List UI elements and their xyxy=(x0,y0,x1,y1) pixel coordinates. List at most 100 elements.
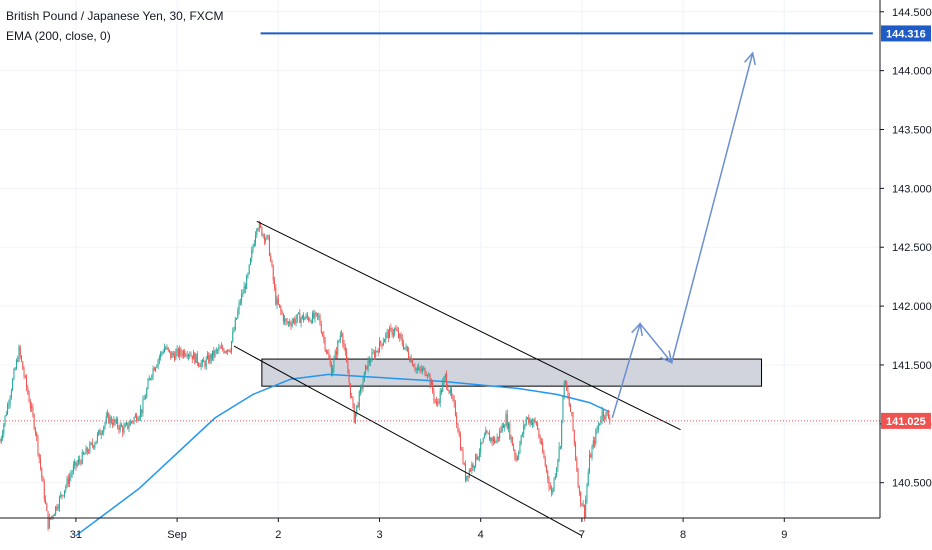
candle-body xyxy=(296,313,298,320)
candle-body xyxy=(499,430,501,439)
candle-body xyxy=(382,342,384,346)
candle-body xyxy=(558,446,560,460)
candle-body xyxy=(129,421,131,426)
candle-body xyxy=(601,410,603,420)
candle-body xyxy=(155,367,157,371)
candle-body xyxy=(139,409,141,417)
candle-body xyxy=(406,346,408,352)
candle-body xyxy=(582,504,584,506)
projection-arrow xyxy=(611,52,754,419)
candle-body xyxy=(13,369,15,380)
candle-body xyxy=(344,347,346,352)
candle-body xyxy=(575,443,577,459)
candle-body xyxy=(177,348,179,357)
candle-body xyxy=(602,410,604,417)
candle-body xyxy=(306,315,308,318)
candle-body xyxy=(435,401,437,404)
candle-body xyxy=(252,246,254,251)
candle-body xyxy=(32,406,34,415)
price-tick-label: 143.000 xyxy=(892,183,932,195)
candle-body xyxy=(76,463,78,467)
candle-body xyxy=(166,347,168,349)
candle-body xyxy=(96,434,98,441)
candle-body xyxy=(301,315,303,319)
candle-body xyxy=(381,343,383,346)
candle-body xyxy=(0,441,1,443)
candle-body xyxy=(394,328,396,333)
candle-body xyxy=(396,330,398,332)
candle-body xyxy=(539,436,541,443)
candle-body xyxy=(318,315,320,317)
candle-body xyxy=(607,413,609,419)
candle-body xyxy=(496,436,498,442)
candle-body xyxy=(2,433,4,439)
candle-body xyxy=(358,391,360,407)
candle-body xyxy=(566,381,568,391)
candle-body xyxy=(189,354,191,356)
candle-body xyxy=(80,461,82,464)
candle-body xyxy=(485,430,487,436)
candle-body xyxy=(314,312,316,319)
candle-body xyxy=(37,436,39,454)
candle-body xyxy=(127,422,129,429)
candle-body xyxy=(71,472,73,475)
candle-body xyxy=(463,463,465,465)
candle-body xyxy=(220,346,222,349)
candle-body xyxy=(24,376,26,378)
candle-body xyxy=(334,351,336,359)
drawings xyxy=(0,32,880,537)
candle-body xyxy=(513,445,515,451)
candle-body xyxy=(124,424,126,428)
candle-body xyxy=(75,461,77,467)
candle-body xyxy=(47,510,49,529)
candle-body xyxy=(163,347,165,353)
candle-body xyxy=(147,380,149,389)
candle-body xyxy=(540,442,542,444)
candle-body xyxy=(468,469,470,478)
candle-body xyxy=(486,430,488,433)
candle-body xyxy=(457,424,459,433)
candle-body xyxy=(22,361,24,370)
candle-body xyxy=(107,413,109,417)
candle-body xyxy=(409,357,411,362)
candle-body xyxy=(209,354,211,363)
candle-body xyxy=(203,360,205,363)
candle-body xyxy=(69,477,71,484)
candle-body xyxy=(266,235,268,239)
candle-body xyxy=(535,421,537,425)
candle-body xyxy=(365,365,367,372)
symbol-title[interactable]: British Pound / Japanese Yen, 30, FXCM xyxy=(6,9,224,23)
candle-body xyxy=(487,432,489,435)
candle-body xyxy=(510,436,512,439)
candle-body xyxy=(257,228,259,230)
time-tick-label: 4 xyxy=(478,529,484,541)
candle-body xyxy=(591,447,593,458)
candle-body xyxy=(351,395,353,398)
candle-body xyxy=(524,424,526,426)
candle-body xyxy=(167,347,169,350)
candle-body xyxy=(238,303,240,311)
candle-body xyxy=(377,350,379,353)
candle-body xyxy=(577,470,579,487)
candle-body xyxy=(282,314,284,322)
candle-body xyxy=(395,328,397,331)
candle-body xyxy=(204,362,206,367)
candle-body xyxy=(212,350,214,360)
candle-body xyxy=(530,419,532,425)
arrow-head-2 xyxy=(660,350,673,364)
candle-body xyxy=(256,228,258,236)
candle-body xyxy=(181,353,183,356)
indicator-label[interactable]: EMA (200, close, 0) xyxy=(6,29,111,43)
candle-body xyxy=(223,349,225,353)
candle-body xyxy=(56,506,58,510)
candle-body xyxy=(452,396,454,399)
candle-body xyxy=(9,397,11,404)
time-tick-label: 31 xyxy=(70,529,82,541)
candle-body xyxy=(466,475,468,481)
candle-body xyxy=(446,374,448,387)
candle-body xyxy=(156,365,158,368)
candle-body xyxy=(215,349,217,351)
candle-body xyxy=(325,349,327,353)
candle-body xyxy=(309,320,311,322)
